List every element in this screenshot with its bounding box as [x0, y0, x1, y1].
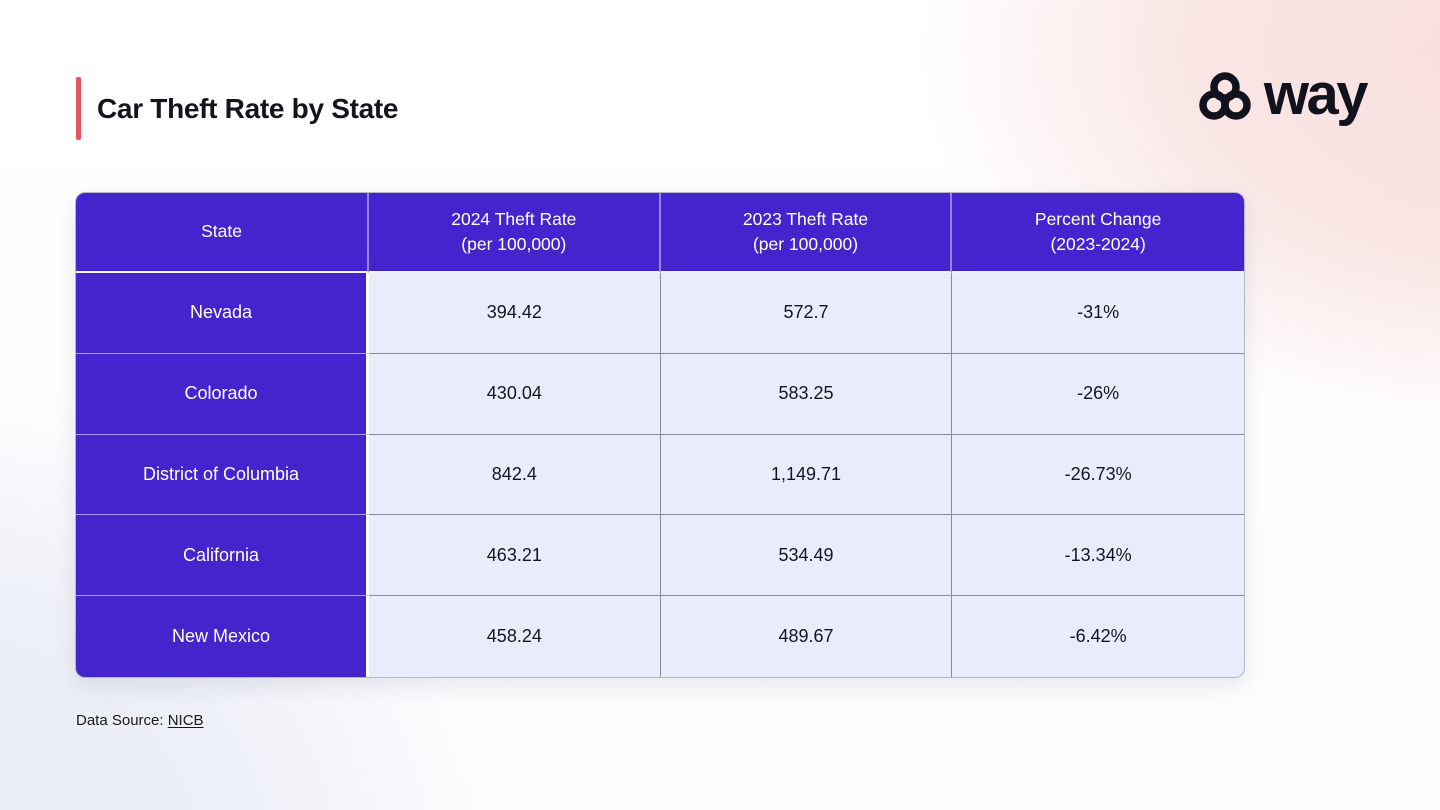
column-header-percent-change: Percent Change (2023-2024)	[952, 193, 1244, 273]
data-source-link[interactable]: NICB	[167, 712, 204, 729]
column-header-state: State	[76, 193, 369, 273]
title-accent-bar	[76, 77, 81, 140]
car-theft-rate-table: State 2024 Theft Rate (per 100,000) 2023…	[75, 192, 1245, 678]
rate-2023-cell: 1,149.71	[660, 434, 953, 516]
page-title: Car Theft Rate by State	[97, 93, 399, 124]
rate-2023-cell: 572.7	[660, 273, 953, 354]
brand-logo: way	[1197, 62, 1369, 130]
brand-name: way	[1263, 62, 1369, 127]
rate-2024-cell: 458.24	[369, 596, 661, 677]
rate-2023-cell: 489.67	[660, 596, 953, 677]
data-source: Data Source: NICB	[76, 712, 204, 729]
state-cell: New Mexico	[76, 596, 369, 677]
percent-change-cell: -13.34%	[952, 515, 1244, 597]
state-cell: California	[76, 515, 369, 597]
percent-change-cell: -6.42%	[952, 596, 1244, 677]
state-cell: Nevada	[76, 273, 369, 354]
percent-change-cell: -26%	[952, 353, 1244, 435]
state-cell: Colorado	[76, 353, 369, 435]
rate-2023-cell: 583.25	[660, 353, 953, 435]
page-header: Car Theft Rate by State way	[0, 0, 1440, 160]
rate-2024-cell: 430.04	[369, 353, 661, 435]
state-cell: District of Columbia	[76, 434, 369, 516]
rate-2024-cell: 463.21	[369, 515, 661, 597]
rate-2024-cell: 842.4	[369, 434, 661, 516]
column-header-2023-rate: 2023 Theft Rate (per 100,000)	[660, 193, 953, 273]
data-source-label: Data Source:	[76, 712, 168, 729]
percent-change-cell: -26.73%	[952, 434, 1244, 516]
rate-2024-cell: 394.42	[369, 273, 661, 354]
percent-change-cell: -31%	[952, 273, 1244, 354]
trefoil-knot-icon	[1197, 71, 1253, 125]
column-header-2024-rate: 2024 Theft Rate (per 100,000)	[369, 193, 661, 273]
rate-2023-cell: 534.49	[660, 515, 953, 597]
